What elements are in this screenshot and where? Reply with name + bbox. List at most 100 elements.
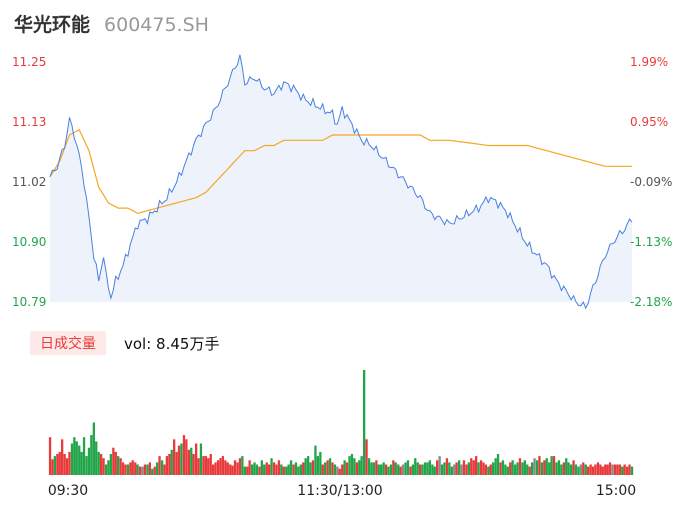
volume-bar	[341, 464, 344, 475]
volume-bar	[482, 462, 485, 475]
volume-bar	[399, 466, 402, 475]
volume-bar	[80, 451, 83, 475]
volume-bar	[626, 466, 629, 475]
volume-bar	[268, 464, 271, 475]
volume-bar	[628, 464, 631, 475]
volume-bar	[61, 439, 64, 475]
y-tick-right: -0.09%	[630, 175, 672, 189]
volume-bar	[414, 458, 417, 475]
volume-bar	[163, 464, 166, 475]
volume-bar	[90, 435, 93, 475]
volume-bar	[380, 464, 383, 475]
average-price-line	[49, 128, 632, 214]
volume-bar	[562, 462, 565, 475]
volume-bar	[460, 464, 463, 475]
volume-bar	[550, 456, 553, 475]
volume-bar	[531, 462, 534, 475]
volume-bar	[358, 460, 361, 475]
volume-bar	[443, 462, 446, 475]
volume-tag[interactable]: 日成交量	[30, 331, 106, 355]
volume-bar	[494, 458, 497, 475]
volume-bar	[143, 464, 147, 475]
volume-bar	[136, 464, 139, 475]
volume-bar	[109, 454, 112, 475]
volume-bar	[584, 464, 587, 475]
volume-bar	[343, 460, 346, 475]
volume-bar	[185, 439, 188, 475]
volume-bar	[253, 462, 256, 475]
volume-bar	[363, 370, 366, 475]
volume-bar	[448, 462, 451, 475]
volume-bar	[492, 462, 495, 475]
volume-bar	[372, 462, 375, 475]
volume-bar	[548, 462, 551, 475]
volume-bar	[299, 464, 302, 475]
volume-bar	[355, 462, 358, 475]
volume-bar	[431, 464, 434, 475]
volume-bar	[475, 456, 478, 475]
volume-bar	[187, 449, 190, 475]
volume-bar	[601, 466, 604, 475]
volume-bar	[68, 451, 71, 475]
volume-bar	[87, 447, 91, 475]
volume-bar	[336, 466, 339, 475]
volume-bar	[190, 447, 193, 475]
volume-bar	[102, 458, 105, 475]
stock-header: 华光环能 600475.SH	[14, 10, 209, 40]
y-tick-right: 1.99%	[630, 55, 668, 69]
y-tick-left: 10.79	[12, 295, 46, 309]
volume-bar	[156, 462, 159, 475]
volume-bar	[107, 460, 110, 475]
volume-bar	[596, 462, 600, 475]
volume-bar	[572, 460, 575, 475]
volume-bar	[314, 445, 317, 475]
volume-bar	[606, 464, 609, 475]
volume-bar	[467, 462, 470, 475]
volume-value: vol: 8.45万手	[124, 334, 220, 353]
y-tick-right: 0.95%	[630, 115, 668, 129]
volume-bar	[338, 468, 341, 475]
volume-bar	[587, 466, 590, 475]
volume-bar	[608, 462, 612, 475]
volume-bar	[212, 464, 215, 475]
volume-bar	[263, 464, 266, 475]
volume-bar	[514, 464, 517, 475]
y-tick-left: 11.02	[12, 175, 46, 189]
volume-bar	[275, 464, 278, 475]
volume-bar	[523, 460, 526, 475]
volume-bar	[589, 464, 592, 475]
volume-bar	[496, 454, 500, 475]
volume-bar	[265, 462, 268, 475]
volume-bar	[499, 462, 502, 475]
volume-bar	[470, 458, 473, 475]
volume-bar	[375, 460, 378, 475]
volume-bar	[104, 464, 108, 475]
volume-bar	[56, 454, 59, 475]
volume-bar	[70, 443, 74, 475]
price-line	[49, 54, 633, 310]
volume-bar	[272, 462, 276, 475]
volume-bar	[453, 464, 456, 475]
volume-bar	[246, 466, 249, 475]
volume-bar	[574, 464, 578, 475]
volume-bar	[192, 454, 195, 475]
volume-bar	[209, 454, 212, 475]
volume-bar	[570, 464, 573, 475]
volume-bar	[479, 460, 483, 475]
volume-bar	[304, 458, 307, 475]
volume-bar	[285, 466, 288, 475]
volume-bar	[243, 466, 246, 475]
volume-bar	[348, 456, 351, 475]
volume-bar	[260, 460, 263, 475]
volume-bar	[387, 466, 390, 475]
volume-bar	[370, 462, 373, 475]
volume-bar	[535, 460, 539, 475]
volume-bar	[231, 465, 234, 475]
volume-bar	[204, 456, 207, 475]
volume-bar	[472, 460, 475, 475]
y-tick-right: -1.13%	[630, 235, 672, 249]
volume-bar	[151, 468, 154, 475]
volume-bar	[333, 464, 337, 475]
volume-bar	[182, 435, 186, 475]
